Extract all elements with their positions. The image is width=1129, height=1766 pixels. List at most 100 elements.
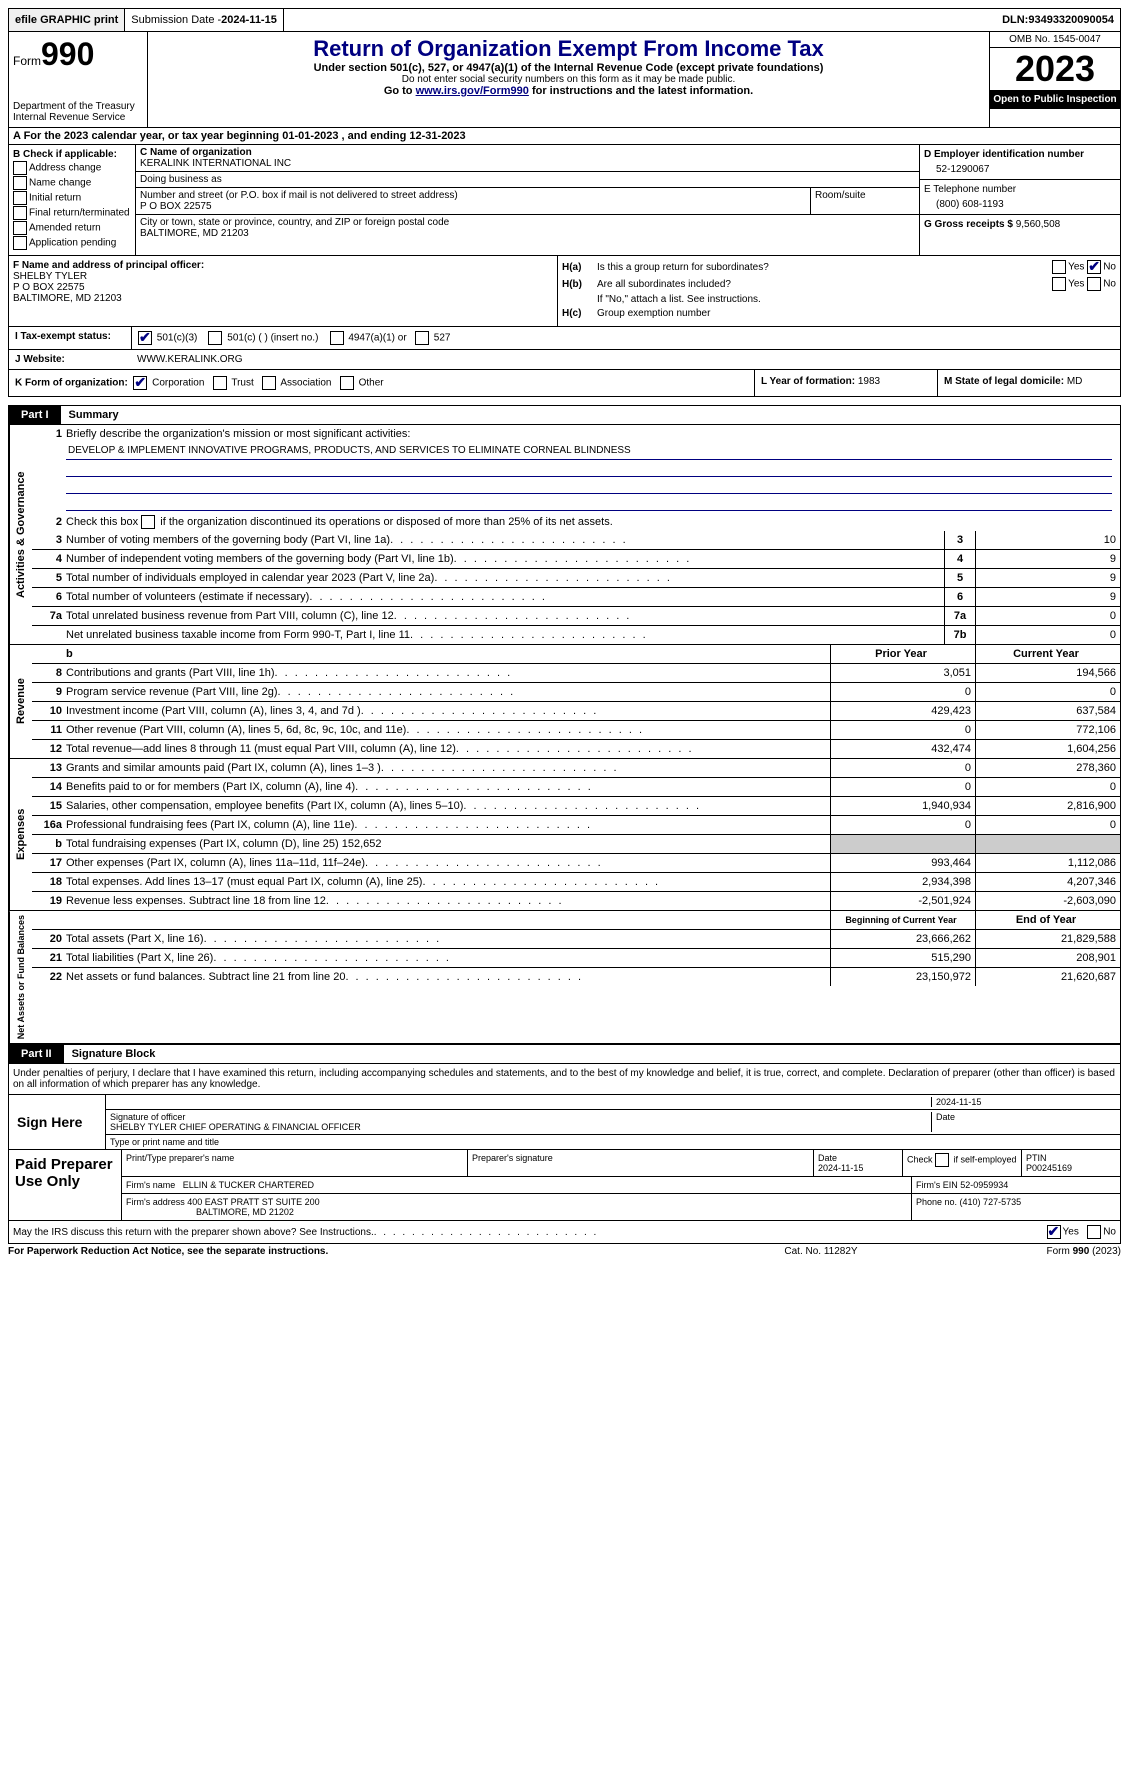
section-h: H(a) Is this a group return for subordin…: [558, 256, 1120, 326]
chk-address-change[interactable]: Address change: [13, 161, 131, 175]
discuss-yes-label: Yes: [1063, 1227, 1079, 1238]
officer-addr2: BALTIMORE, MD 21203: [13, 293, 122, 304]
exp-prior: 1,940,934: [830, 797, 975, 815]
chk-self-employed[interactable]: [935, 1153, 949, 1167]
topbar-spacer: [284, 9, 996, 31]
chk-4947[interactable]: [330, 331, 344, 345]
rev-current: 772,106: [975, 721, 1120, 739]
section-b: B Check if applicable: Address change Na…: [9, 145, 136, 255]
telephone-label: E Telephone number: [924, 184, 1116, 195]
exp-row-18: 18 Total expenses. Add lines 13–17 (must…: [32, 872, 1120, 891]
room-cell: Room/suite: [811, 188, 919, 214]
form-label: Form: [13, 54, 41, 68]
exp-num: b: [32, 838, 66, 850]
row-i-options: 501(c)(3) 501(c) ( ) (insert no.) 4947(a…: [132, 327, 1120, 349]
na-end: 21,829,588: [975, 930, 1120, 948]
exp-current: 0: [975, 816, 1120, 834]
yes-label-2: Yes: [1068, 279, 1084, 290]
rev-desc: Total revenue—add lines 8 through 11 (mu…: [66, 741, 830, 757]
rev-row-9: 9 Program service revenue (Part VIII, li…: [32, 682, 1120, 701]
gov-row-6: 6 Total number of volunteers (estimate i…: [32, 587, 1120, 606]
exp-desc: Total expenses. Add lines 13–17 (must eq…: [66, 874, 830, 890]
signature-block: Under penalties of perjury, I declare th…: [8, 1064, 1121, 1221]
gov-value: 0: [975, 626, 1120, 644]
na-desc: Total liabilities (Part X, line 26): [66, 950, 830, 966]
chk-501c3[interactable]: [138, 331, 152, 345]
omb-number: OMB No. 1545-0047: [990, 32, 1120, 48]
exp-desc: Professional fundraising fees (Part IX, …: [66, 817, 830, 833]
gov-num: 3: [32, 534, 66, 546]
exp-desc: Benefits paid to or for members (Part IX…: [66, 779, 830, 795]
chk-name-change[interactable]: Name change: [13, 176, 131, 190]
dba-cell: Doing business as: [136, 172, 919, 188]
submission-date-cell: Submission Date - 2024-11-15: [125, 9, 284, 31]
firm-phone-label: Phone no.: [916, 1197, 960, 1207]
chk-501c[interactable]: [208, 331, 222, 345]
exp-current: 2,816,900: [975, 797, 1120, 815]
exp-num: 16a: [32, 819, 66, 831]
discuss-yes-chk[interactable]: [1047, 1225, 1061, 1239]
na-end: 21,620,687: [975, 968, 1120, 986]
mission-block: DEVELOP & IMPLEMENT INNOVATIVE PROGRAMS,…: [32, 445, 1120, 511]
na-desc: Net assets or fund balances. Subtract li…: [66, 969, 830, 985]
gross-receipts-value: 9,560,508: [1016, 219, 1061, 230]
hb-no-chk[interactable]: [1087, 277, 1101, 291]
paid-preparer-right: Print/Type preparer's name Preparer's si…: [121, 1150, 1120, 1220]
chk-amended-return[interactable]: Amended return: [13, 221, 131, 235]
gov-row-7b: Net unrelated business taxable income fr…: [32, 625, 1120, 644]
section-k: K Form of organization: Corporation Trus…: [9, 370, 754, 396]
sig-spacer: [110, 1097, 931, 1107]
header-sub2: Do not enter social security numbers on …: [152, 74, 985, 85]
chk-discontinued[interactable]: [141, 515, 155, 529]
gov-num: 6: [32, 591, 66, 603]
opt-amended-return: Amended return: [29, 223, 101, 234]
part1-title: Summary: [61, 406, 127, 424]
form990-link[interactable]: www.irs.gov/Form990: [416, 85, 529, 97]
gross-receipts-label: G Gross receipts $: [924, 219, 1016, 230]
prep-date-value: 2024-11-15: [818, 1163, 863, 1173]
ha-no-chk[interactable]: [1087, 260, 1101, 274]
chk-corporation[interactable]: [133, 376, 147, 390]
chk-app-pending[interactable]: Application pending: [13, 236, 131, 250]
city-cell: City or town, state or province, country…: [136, 215, 919, 241]
yes-label: Yes: [1068, 262, 1084, 273]
ptin-cell: PTINP00245169: [1022, 1150, 1120, 1176]
department-label: Department of the Treasury Internal Reve…: [13, 101, 143, 123]
expenses-label: Expenses: [9, 759, 32, 910]
discuss-row: May the IRS discuss this return with the…: [8, 1221, 1121, 1244]
sign-here-right: 2024-11-15 Signature of officer SHELBY T…: [105, 1095, 1120, 1149]
exp-num: 14: [32, 781, 66, 793]
chk-527[interactable]: [415, 331, 429, 345]
current-year-header: Current Year: [975, 645, 1120, 663]
exp-current: 4,207,346: [975, 873, 1120, 891]
na-hdr-desc: [66, 918, 830, 922]
chk-final-return[interactable]: Final return/terminated: [13, 206, 131, 220]
line1-num: 1: [32, 428, 66, 440]
gov-boxlabel: 7a: [944, 607, 975, 625]
governance-label: Activities & Governance: [9, 425, 32, 644]
row-a-mid: , and ending: [342, 130, 410, 142]
efile-button[interactable]: efile GRAPHIC print: [9, 9, 125, 31]
gov-row-4: 4 Number of independent voting members o…: [32, 549, 1120, 568]
gov-value: 0: [975, 607, 1120, 625]
ha-yes-chk[interactable]: [1052, 260, 1066, 274]
exp-prior: 0: [830, 759, 975, 777]
chk-association[interactable]: [262, 376, 276, 390]
rev-current: 194,566: [975, 664, 1120, 682]
chk-other[interactable]: [340, 376, 354, 390]
discuss-no-chk[interactable]: [1087, 1225, 1101, 1239]
type-name-row: Type or print name and title: [106, 1135, 1120, 1149]
chk-initial-return[interactable]: Initial return: [13, 191, 131, 205]
gov-boxlabel: 3: [944, 531, 975, 549]
part2-title: Signature Block: [64, 1045, 164, 1063]
ha-row: H(a) Is this a group return for subordin…: [562, 260, 1116, 274]
hb-text: Are all subordinates included?: [597, 279, 1006, 290]
rev-num: 8: [32, 667, 66, 679]
rev-prior: 432,474: [830, 740, 975, 758]
gov-boxlabel: 5: [944, 569, 975, 587]
no-label: No: [1103, 262, 1116, 273]
ha-yn: Yes No: [1006, 260, 1116, 274]
firm-phone-cell: Phone no. (410) 727-5735: [912, 1194, 1120, 1220]
hb-yes-chk[interactable]: [1052, 277, 1066, 291]
chk-trust[interactable]: [213, 376, 227, 390]
